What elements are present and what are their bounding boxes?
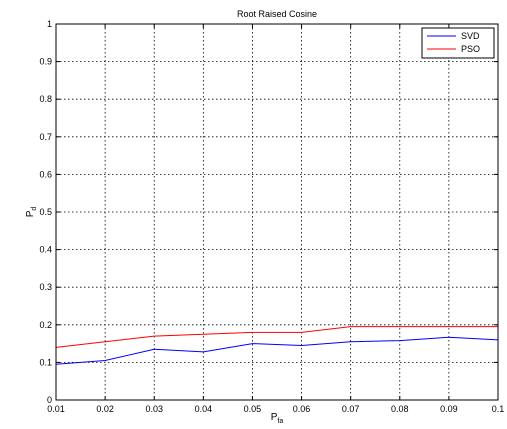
y-tick-label: 0.2	[39, 320, 52, 330]
y-tick-label: 0.5	[39, 207, 52, 217]
x-tick-label: 0.02	[96, 404, 114, 414]
y-tick-label: 0.1	[39, 357, 52, 367]
x-axis-label: Pfa	[271, 412, 284, 425]
legend: SVD PSO	[421, 27, 495, 59]
x-tick-label: 0.08	[391, 404, 409, 414]
y-tick-label: 1	[47, 19, 52, 29]
series-lines	[55, 326, 499, 365]
x-tick-label: 0.09	[440, 404, 458, 414]
x-axis-ticks: 0.01 0.02 0.03 0.04 0.05 0.06 0.07 0.08 0.09 0.1	[47, 24, 504, 414]
x-tick-label: 0.01	[47, 404, 65, 414]
legend-label-svd: SVD	[461, 31, 480, 41]
y-tick-label: 0.4	[39, 245, 52, 255]
x-tick-label: 0.1	[492, 404, 505, 414]
x-tick-label: 0.05	[244, 404, 262, 414]
y-tick-label: 0.8	[39, 94, 52, 104]
y-tick-label: 0.6	[39, 169, 52, 179]
legend-box	[421, 27, 495, 59]
x-tick-label: 0.04	[195, 404, 213, 414]
y-tick-label: 0.7	[39, 132, 52, 142]
y-tick-label: 0	[47, 395, 52, 405]
x-tick-label: 0.06	[293, 404, 311, 414]
x-axis-label-subscript: fa	[277, 418, 283, 425]
x-tick-label: 0.07	[342, 404, 360, 414]
y-tick-label: 0.3	[39, 282, 52, 292]
chart-title: Root Raised Cosine	[237, 9, 317, 19]
y-axis-label-main: P	[25, 210, 36, 217]
series-line-pso	[55, 326, 498, 348]
series-line-svd	[55, 336, 499, 365]
legend-label-pso: PSO	[461, 44, 480, 54]
x-tick-label: 0.03	[145, 404, 163, 414]
y-tick-label: 0.9	[39, 57, 52, 67]
y-axis-label: Pd	[25, 207, 38, 218]
x-axis-label-main: P	[271, 412, 278, 423]
y-axis-ticks: 0 0.1 0.2 0.3 0.4 0.5 0.6 0.7 0.8 0.9 1	[39, 19, 498, 405]
y-axis-label-subscript: d	[31, 207, 38, 211]
